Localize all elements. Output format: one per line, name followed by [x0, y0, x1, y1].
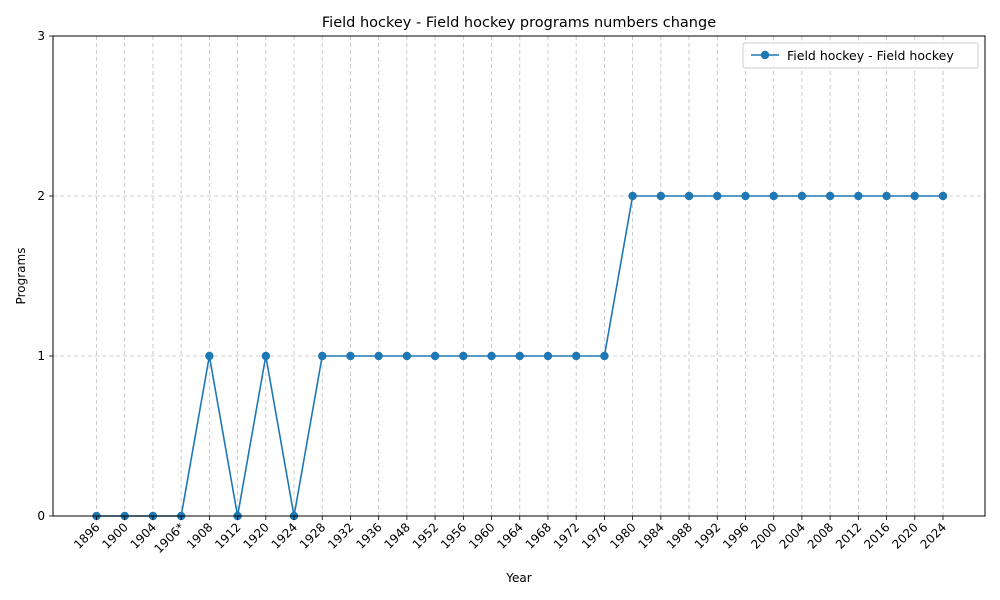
data-point — [882, 191, 891, 201]
data-point — [769, 191, 778, 201]
x-tick-label: 1920 — [240, 520, 271, 551]
legend: Field hockey - Field hockey — [742, 42, 979, 69]
x-tick-label: 1906* — [152, 520, 188, 556]
legend-entry-label: Field hockey - Field hockey — [787, 48, 954, 63]
x-tick-label: 1908 — [184, 520, 215, 551]
x-tick-label: 2000 — [748, 520, 779, 551]
x-tick-label: 2008 — [805, 520, 836, 551]
legend-marker-swatch — [760, 50, 770, 60]
data-point — [684, 191, 694, 201]
data-point — [910, 191, 919, 201]
x-tick-label: 2012 — [833, 520, 864, 551]
x-tick-label: 1996 — [720, 520, 751, 551]
data-point — [543, 351, 553, 361]
y-tick-label: 0 — [37, 509, 45, 523]
x-axis-label: Year — [505, 571, 531, 585]
data-point — [430, 351, 440, 361]
data-point — [374, 351, 383, 361]
x-tick-label: 1896 — [71, 520, 102, 551]
x-tick-label: 1976 — [579, 520, 610, 551]
data-point — [741, 191, 750, 201]
x-tick-label: 1956 — [438, 520, 469, 551]
x-tick-label: 2024 — [918, 520, 949, 551]
data-point — [346, 351, 355, 361]
data-point — [854, 191, 863, 201]
x-tick-label: 1964 — [494, 520, 525, 551]
x-tick-label: 1984 — [635, 520, 666, 551]
data-point — [261, 351, 270, 361]
data-point — [628, 191, 637, 201]
data-point — [459, 351, 468, 361]
data-point — [402, 351, 412, 361]
x-tick-label: 1900 — [99, 520, 130, 551]
grid-lines — [53, 35, 985, 517]
x-tick-label: 2016 — [861, 520, 892, 551]
x-tick-label: 1932 — [325, 520, 356, 551]
x-tick-label: 1980 — [607, 520, 638, 551]
data-point — [713, 191, 722, 201]
x-tick-label: 2020 — [889, 520, 920, 551]
y-axis-ticks: 0 1 2 3 — [37, 29, 53, 523]
plot-frame — [52, 35, 986, 517]
x-tick-label: 1992 — [692, 520, 723, 551]
y-tick-label: 3 — [37, 29, 45, 43]
x-tick-label: 1948 — [382, 520, 413, 551]
y-axis-label: Programs — [14, 248, 28, 305]
x-tick-label: 1972 — [551, 520, 582, 551]
legend-box — [742, 42, 979, 69]
x-tick-label: 1924 — [269, 520, 300, 551]
x-axis-ticks: 1896190019041906*19081912192019241928193… — [71, 516, 949, 556]
x-tick-label: 1928 — [297, 520, 328, 551]
data-point — [825, 191, 835, 201]
chart-title: Field hockey - Field hockey programs num… — [322, 15, 716, 31]
data-point — [600, 351, 609, 361]
x-tick-label: 2004 — [777, 520, 808, 551]
y-tick-label: 2 — [37, 189, 45, 203]
data-point — [205, 351, 214, 361]
data-point — [515, 351, 524, 361]
data-point — [656, 191, 666, 201]
data-point — [487, 351, 496, 361]
x-tick-label: 1968 — [523, 520, 554, 551]
data-point — [571, 351, 581, 361]
data-point — [797, 191, 807, 201]
x-tick-label: 1912 — [212, 520, 243, 551]
x-tick-label: 1960 — [466, 520, 497, 551]
x-tick-label: 1936 — [353, 520, 384, 551]
x-tick-label: 1988 — [664, 520, 695, 551]
data-point — [938, 191, 948, 201]
y-tick-label: 1 — [37, 349, 45, 363]
x-tick-label: 1952 — [410, 520, 441, 551]
data-point — [318, 351, 327, 361]
